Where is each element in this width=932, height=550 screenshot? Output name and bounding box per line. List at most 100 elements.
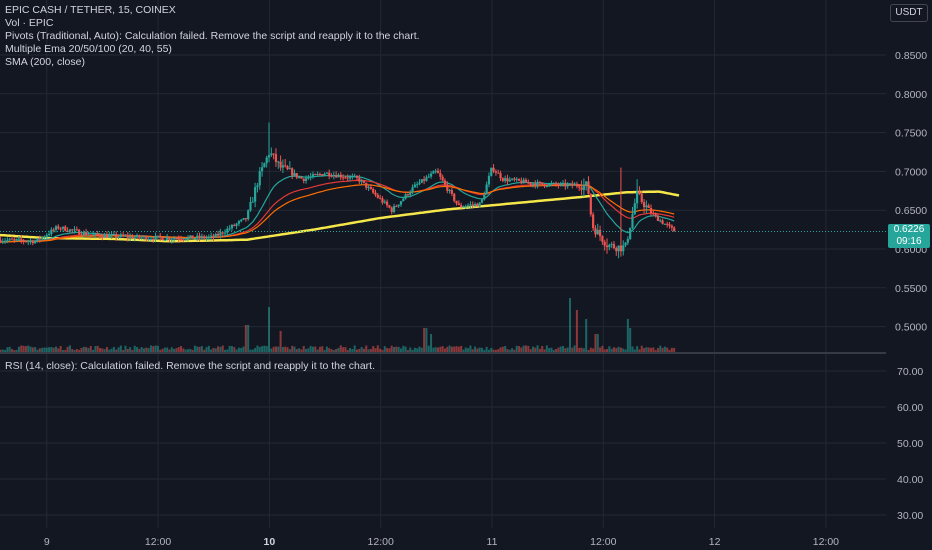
candle-body <box>318 173 322 175</box>
candle-body <box>24 241 28 243</box>
volume-bar <box>462 349 465 352</box>
candle-body <box>432 171 435 174</box>
candle-body <box>279 161 282 168</box>
candle-body <box>654 213 657 216</box>
candle-body <box>497 172 500 174</box>
candle-body <box>78 229 81 235</box>
pivots-indicator-label[interactable]: Pivots (Traditional, Auto): Calculation … <box>5 30 420 42</box>
volume-bar <box>138 348 141 352</box>
candle-body <box>117 236 120 238</box>
candle-body <box>235 223 238 226</box>
candle-body <box>372 189 375 193</box>
volume-bar <box>328 348 331 352</box>
volume-bar <box>573 345 576 352</box>
volume-bar <box>418 346 421 352</box>
candle-body <box>133 237 136 239</box>
rsi-indicator-label[interactable]: RSI (14, close): Calculation failed. Rem… <box>5 360 376 372</box>
volume-bar <box>235 349 238 352</box>
candle-body <box>75 229 78 231</box>
candle-body <box>524 179 528 183</box>
volume-bar <box>562 345 565 352</box>
candle-body <box>666 223 669 225</box>
volume-bar <box>471 349 474 352</box>
volume-bar <box>552 349 555 352</box>
volume-bar <box>6 347 9 352</box>
candle-body <box>112 234 115 236</box>
candle-body <box>286 166 289 170</box>
candle-body <box>473 203 477 206</box>
volume-bar <box>457 346 460 352</box>
candle-body <box>605 245 609 248</box>
volume-bar <box>281 347 284 352</box>
candle-body <box>226 228 229 233</box>
candle-body <box>288 168 291 170</box>
candle-body <box>346 177 349 179</box>
volume-bar <box>619 347 622 352</box>
volume-bar <box>666 347 669 352</box>
candle-body <box>249 201 252 211</box>
candle-body <box>362 180 366 183</box>
price-axis-label: 0.8500 <box>895 50 927 62</box>
candle-body <box>450 189 454 194</box>
candle-body <box>281 165 284 168</box>
candle-body <box>589 193 592 215</box>
volume-bar <box>98 347 101 352</box>
volume-bar <box>321 346 324 352</box>
volume-bar <box>522 345 525 352</box>
volume-bar <box>566 347 569 352</box>
volume-bar <box>430 334 433 352</box>
volume-bar <box>534 347 537 352</box>
volume-bar <box>603 349 606 352</box>
volume-bar <box>548 348 551 352</box>
ema-indicator-label[interactable]: Multiple Ema 20/50/100 (20, 40, 55) <box>5 43 172 55</box>
candle-body <box>105 234 109 238</box>
candle-body <box>163 239 166 241</box>
volume-bar <box>71 349 74 352</box>
time-axis-label: 12 <box>709 536 721 548</box>
candle-body <box>31 240 34 244</box>
symbol-title[interactable]: EPIC CASH / TETHER, 15, COINEX <box>5 4 176 16</box>
candle-body <box>110 234 113 236</box>
candle-body <box>636 191 639 204</box>
volume-bar <box>386 348 389 352</box>
candle-body <box>399 201 403 205</box>
candle-body <box>404 194 407 199</box>
sma-indicator-label[interactable]: SMA (200, close) <box>5 56 85 68</box>
candle-body <box>0 239 2 243</box>
volume-bar <box>0 349 2 352</box>
candle-body <box>335 175 338 178</box>
candle-body <box>446 184 449 191</box>
candle-body <box>207 236 210 238</box>
candle-body <box>453 193 456 201</box>
volume-bar <box>20 345 23 352</box>
candle-body <box>87 234 90 236</box>
candle-body <box>260 167 264 172</box>
volume-bar <box>411 349 414 352</box>
candle-body <box>221 232 224 234</box>
candle-body <box>538 182 541 184</box>
candle-body <box>388 205 391 208</box>
candle-body <box>263 163 266 168</box>
candle-body <box>448 189 451 191</box>
candle-body <box>311 174 315 177</box>
currency-button[interactable]: USDT <box>890 4 928 22</box>
candle-body <box>411 187 414 193</box>
candle-body <box>212 235 215 238</box>
volume-bar <box>96 345 99 352</box>
volume-bar <box>390 345 393 352</box>
volume-bar <box>550 347 553 352</box>
volume-indicator-label[interactable]: Vol · EPIC <box>5 17 54 29</box>
volume-bar <box>87 348 90 352</box>
candle-body <box>397 204 400 207</box>
candle-body <box>142 236 146 238</box>
volume-bar <box>518 346 521 352</box>
volume-bar <box>94 346 97 352</box>
volume-bar <box>608 346 611 352</box>
volume-bar <box>601 345 604 352</box>
candle-body <box>128 236 132 238</box>
volume-bar <box>351 349 354 352</box>
candle-body <box>392 206 396 212</box>
volume-bar <box>670 347 673 352</box>
candle-body <box>536 182 539 186</box>
